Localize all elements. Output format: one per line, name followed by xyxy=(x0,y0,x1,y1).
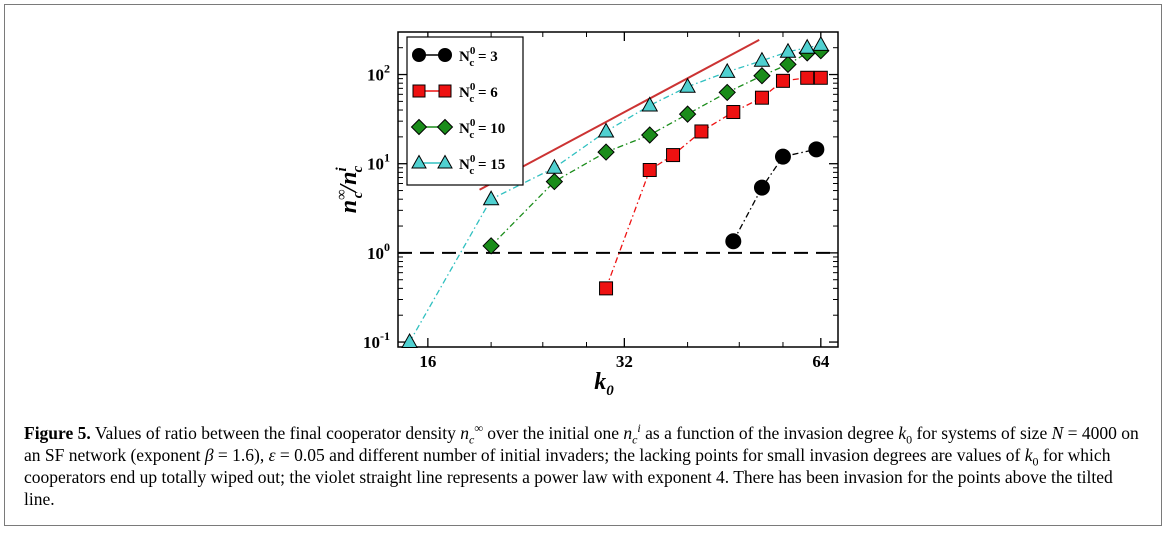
data-point xyxy=(597,143,615,161)
x-tick-label: 32 xyxy=(616,352,633,371)
data-point xyxy=(545,172,564,191)
series-triangle xyxy=(401,35,830,349)
legend-label: N0 c = 10 xyxy=(459,117,505,141)
legend-marker xyxy=(438,84,452,98)
figure-5-chart: 10-1 100 101 102 16 32 64 k0 n∞c/nic N0 c = 3 N0 c =… xyxy=(334,31,839,399)
data-point xyxy=(798,38,816,54)
caption-n-i: nci xyxy=(623,421,641,447)
data-point xyxy=(482,237,500,255)
y-tick-label: 102 xyxy=(367,62,390,85)
caption-label: Figure 5. xyxy=(24,423,91,443)
legend-label: N0 c = 15 xyxy=(459,153,505,177)
data-point xyxy=(599,281,614,296)
data-point xyxy=(401,333,418,349)
caption-N: N xyxy=(1051,423,1064,443)
series-square xyxy=(599,70,828,296)
data-point xyxy=(546,158,563,174)
data-point xyxy=(800,70,815,85)
caption-text-6: ), xyxy=(254,445,269,465)
legend-marker xyxy=(412,48,426,62)
legend-marker xyxy=(438,48,452,62)
caption-n-inf: nc∞ xyxy=(460,421,483,447)
data-point xyxy=(813,70,828,85)
data-point xyxy=(482,190,500,206)
y-tick-label: 101 xyxy=(367,151,390,174)
series-circle xyxy=(725,141,825,250)
x-axis-label: k0 xyxy=(594,369,614,399)
data-point xyxy=(779,42,797,58)
x-tick-label: 16 xyxy=(419,352,436,371)
legend-label: N0 c = 3 xyxy=(459,45,498,69)
legend-box xyxy=(406,36,524,186)
data-point xyxy=(753,67,771,85)
data-point xyxy=(753,51,771,67)
data-point xyxy=(694,124,709,139)
data-point xyxy=(641,96,659,112)
y-tick-label: 100 xyxy=(367,240,390,263)
power-law-line xyxy=(479,38,760,191)
legend-marker xyxy=(437,154,453,169)
data-point xyxy=(718,83,736,102)
data-point xyxy=(754,90,769,105)
caption-text-1: Values of ratio between the final cooper… xyxy=(90,423,461,443)
caption-k0: k xyxy=(898,423,907,443)
data-point xyxy=(679,77,696,93)
data-point xyxy=(774,148,791,165)
y-axis-label: n∞c/nic xyxy=(334,165,366,213)
data-point xyxy=(726,105,741,120)
data-point xyxy=(678,105,697,123)
data-point xyxy=(812,35,830,51)
legend-label: N0 c = 6 xyxy=(459,81,498,105)
legend-marker xyxy=(410,118,428,136)
caption-text-8: for which cooperators end up totally wip… xyxy=(24,445,1113,509)
series-line xyxy=(490,50,821,247)
caption-text-4: for systems of size xyxy=(912,423,1052,443)
caption-beta: β xyxy=(204,445,214,465)
caption-text-3: as a function of the invasion degree xyxy=(640,423,899,443)
data-point xyxy=(597,122,615,138)
caption-text-5: on an SF network (exponent xyxy=(24,423,1139,465)
data-point xyxy=(718,62,736,78)
figure-frame xyxy=(4,4,1162,526)
legend-marker xyxy=(412,84,426,98)
legend-marker xyxy=(436,118,454,136)
legend-marker xyxy=(411,154,427,169)
series-line xyxy=(409,44,821,343)
data-point xyxy=(779,55,797,74)
data-point xyxy=(666,148,681,163)
data-point xyxy=(775,73,790,88)
caption-text-7: and different number of initial invaders… xyxy=(324,445,1025,465)
data-point xyxy=(808,141,825,158)
caption-text-2: over the initial one xyxy=(482,423,624,443)
plot-frame xyxy=(397,31,839,348)
data-point xyxy=(753,179,770,196)
y-tick-label: 10-1 xyxy=(363,329,390,352)
caption-eps: ε xyxy=(268,445,276,465)
series-line xyxy=(732,148,817,242)
data-point xyxy=(725,233,742,250)
x-tick-label: 64 xyxy=(812,352,830,371)
data-point xyxy=(641,126,659,144)
caption-k0-b: k xyxy=(1024,445,1033,465)
data-point xyxy=(642,163,657,178)
series-line xyxy=(605,77,821,289)
figure-caption: Figure 5. Values of ratio between the fi… xyxy=(24,421,1139,509)
